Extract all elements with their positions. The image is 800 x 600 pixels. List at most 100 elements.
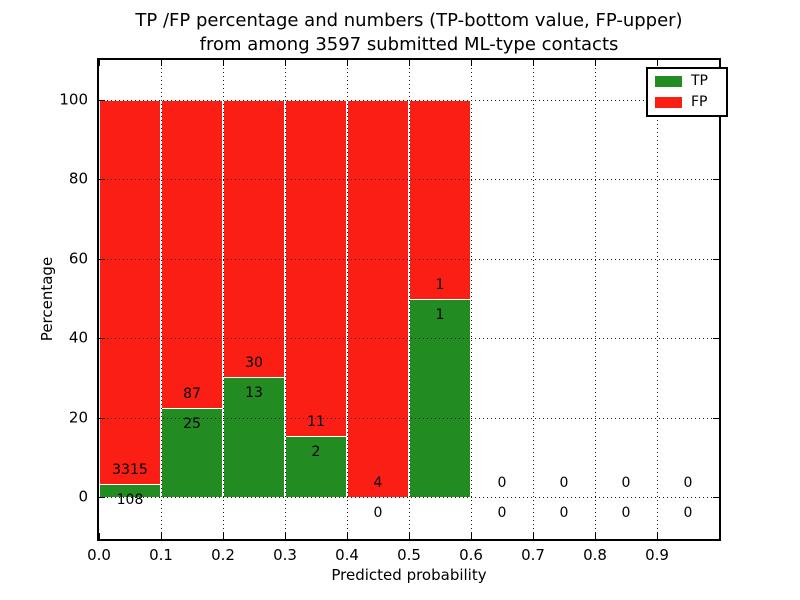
x-tick-mark — [347, 533, 348, 539]
vertical-gridline — [595, 60, 596, 539]
fp-count-label: 0 — [621, 475, 631, 491]
tp-count-label: 0 — [621, 505, 631, 521]
legend-item-fp: FP — [655, 95, 719, 109]
chart-title: TP /FP percentage and numbers (TP-bottom… — [99, 9, 719, 57]
y-tick-label: 40 — [68, 328, 88, 347]
x-tick-mark — [409, 533, 410, 539]
x-tick-label: 0.0 — [87, 546, 111, 564]
tp-count-label: 0 — [683, 505, 693, 521]
tp-count-label: 1 — [435, 306, 445, 323]
y-tick-mark-right — [713, 417, 719, 419]
horizontal-gridline — [99, 497, 719, 498]
tp-count-label: 0 — [497, 505, 507, 521]
fp-count-label: 87 — [183, 386, 201, 403]
bar-segment-fp — [224, 100, 284, 378]
bar-segment-tp — [410, 298, 470, 497]
x-tick-label: 0.6 — [459, 546, 483, 564]
vertical-gridline — [347, 60, 348, 539]
fp-count-label: 0 — [559, 475, 569, 491]
horizontal-gridline — [99, 258, 719, 260]
x-tick-mark-top — [595, 60, 596, 66]
x-tick-mark-top — [161, 60, 162, 66]
tp-count-label: 2 — [311, 443, 321, 460]
bar-segment-fp — [162, 100, 222, 409]
x-tick-mark-top — [471, 60, 472, 66]
x-tick-mark — [99, 533, 100, 539]
fp-count-label: 11 — [307, 413, 325, 430]
legend: TP FP — [646, 67, 728, 117]
bar-segment-tp — [224, 377, 284, 497]
x-tick-mark-top — [99, 60, 100, 66]
y-tick-mark — [99, 417, 105, 419]
x-axis-label: Predicted probability — [331, 566, 487, 584]
bar-segment-fp — [410, 100, 470, 299]
x-tick-mark — [533, 533, 534, 539]
bar-segment-fp — [100, 100, 160, 485]
x-tick-mark-top — [285, 60, 286, 66]
vertical-gridline — [471, 60, 472, 539]
x-tick-mark-top — [223, 60, 224, 66]
x-tick-mark — [595, 533, 596, 539]
x-tick-label: 0.8 — [583, 546, 607, 564]
horizontal-gridline — [99, 417, 719, 419]
y-tick-mark-right — [713, 497, 719, 498]
x-tick-label: 0.7 — [521, 546, 545, 564]
x-tick-mark-top — [657, 60, 658, 66]
horizontal-gridline — [99, 100, 719, 101]
y-tick-mark — [99, 179, 105, 181]
vertical-gridline — [161, 60, 162, 539]
bar-segment-tp — [162, 408, 222, 497]
legend-label-tp: TP — [691, 73, 708, 89]
horizontal-gridline — [99, 179, 719, 181]
tp-count-label: 13 — [245, 385, 263, 402]
fp-count-label: 0 — [497, 475, 507, 491]
x-tick-mark — [223, 533, 224, 539]
bar-segment-tp — [100, 484, 160, 497]
fp-count-label: 30 — [245, 355, 263, 372]
bar-segment-fp — [348, 100, 408, 497]
x-tick-mark-top — [409, 60, 410, 66]
vertical-gridline — [657, 60, 658, 539]
x-tick-mark — [161, 533, 162, 539]
fp-count-label: 4 — [373, 475, 383, 491]
x-tick-label: 0.1 — [149, 546, 173, 564]
fp-count-label: 3315 — [112, 462, 148, 479]
tp-count-label: 108 — [116, 492, 144, 509]
y-tick-mark-right — [713, 258, 719, 260]
y-tick-mark — [99, 338, 105, 340]
fp-count-label: 0 — [683, 475, 693, 491]
x-tick-label: 0.4 — [335, 546, 359, 564]
y-tick-label: 80 — [68, 170, 88, 189]
y-tick-label: 20 — [68, 408, 88, 427]
vertical-gridline — [533, 60, 534, 539]
bar-segment-fp — [286, 100, 346, 436]
chart-title-line2: from among 3597 submitted ML-type contac… — [199, 34, 619, 55]
y-tick-mark-right — [713, 179, 719, 181]
x-tick-mark-top — [347, 60, 348, 66]
bar-segment-tp — [286, 435, 346, 497]
horizontal-gridline — [99, 338, 719, 340]
vertical-gridline — [409, 60, 410, 539]
tp-count-label: 0 — [559, 505, 569, 521]
legend-item-tp: TP — [655, 74, 719, 88]
vertical-gridline — [223, 60, 224, 539]
x-tick-mark — [285, 533, 286, 539]
y-tick-mark — [99, 258, 105, 260]
y-tick-label: 0 — [78, 487, 88, 506]
y-axis-label: Percentage — [38, 256, 56, 342]
x-tick-label: 0.2 — [211, 546, 235, 564]
vertical-gridline — [285, 60, 286, 539]
tp-count-label: 0 — [373, 505, 383, 521]
y-tick-mark — [99, 497, 105, 498]
y-tick-label: 100 — [59, 90, 88, 109]
x-tick-mark-top — [533, 60, 534, 66]
x-tick-label: 0.9 — [645, 546, 669, 564]
legend-label-fp: FP — [691, 94, 708, 110]
plot-area: TP FP 3315 108 87 25 30 13 11 2 4 0 1 1 0 0 0 0 0 0 0 0 — [97, 58, 728, 541]
x-tick-mark — [657, 533, 658, 539]
x-tick-label: 0.3 — [273, 546, 297, 564]
tp-count-label: 25 — [183, 416, 201, 433]
y-tick-mark-right — [713, 338, 719, 340]
y-tick-mark — [99, 100, 105, 101]
